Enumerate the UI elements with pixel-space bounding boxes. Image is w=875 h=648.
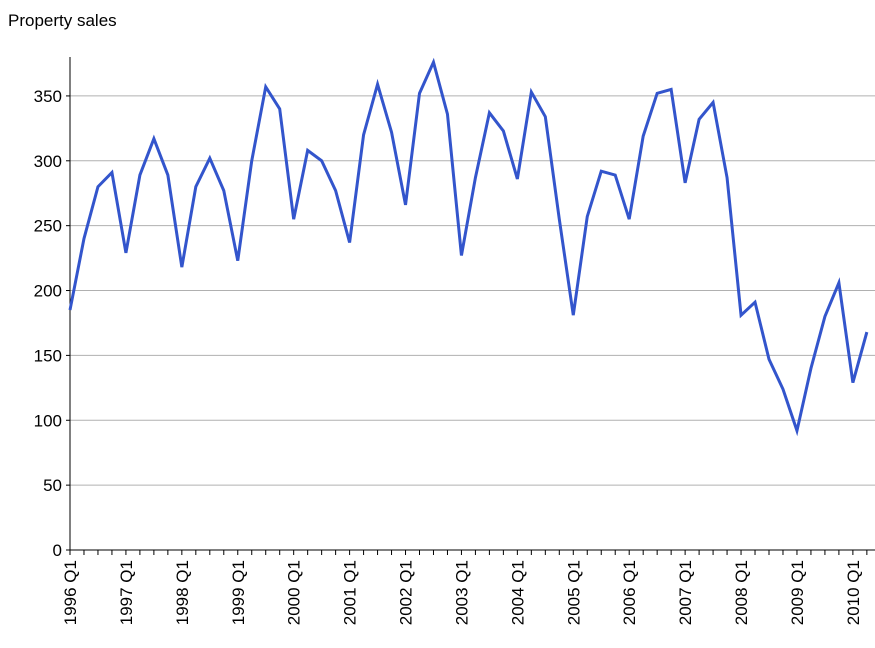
x-tick-label: 2000 Q1 xyxy=(285,560,304,625)
chart-title: Property sales xyxy=(8,11,117,30)
y-tick-label: 150 xyxy=(34,346,62,365)
y-tick-label: 0 xyxy=(53,541,62,560)
x-tick-label: 2005 Q1 xyxy=(564,560,583,625)
y-tick-label: 200 xyxy=(34,282,62,301)
y-tick-label: 50 xyxy=(43,476,62,495)
x-tick-label: 2008 Q1 xyxy=(732,560,751,625)
x-tick-label: 1999 Q1 xyxy=(229,560,248,625)
x-tick-label: 2002 Q1 xyxy=(397,560,416,625)
y-tick-label: 250 xyxy=(34,217,62,236)
x-tick-label: 1996 Q1 xyxy=(61,560,80,625)
x-tick-label: 2009 Q1 xyxy=(788,560,807,625)
x-tick-label: 2001 Q1 xyxy=(341,560,360,625)
x-tick-label: 2007 Q1 xyxy=(676,560,695,625)
x-tick-label: 2004 Q1 xyxy=(508,560,527,625)
y-tick-label: 300 xyxy=(34,152,62,171)
x-tick-label: 1997 Q1 xyxy=(117,560,136,625)
x-tick-label: 2010 Q1 xyxy=(844,560,863,625)
x-tick-label: 2003 Q1 xyxy=(452,560,471,625)
x-tick-label: 2006 Q1 xyxy=(620,560,639,625)
y-tick-label: 350 xyxy=(34,87,62,106)
y-tick-label: 100 xyxy=(34,411,62,430)
x-tick-label: 1998 Q1 xyxy=(173,560,192,625)
data-line xyxy=(68,57,869,437)
